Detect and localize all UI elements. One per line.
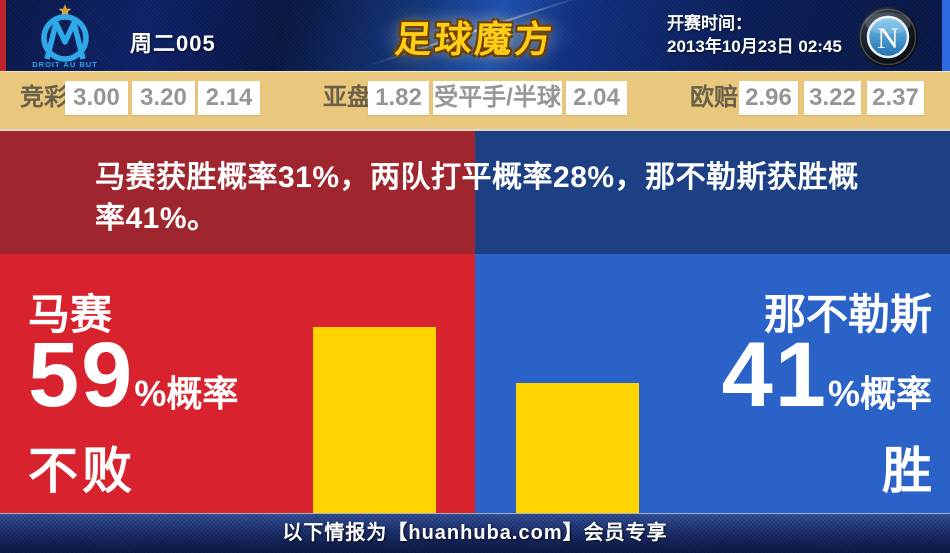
napoli-crest-icon: N <box>858 7 918 67</box>
home-probability: 59 %概率 <box>28 329 238 421</box>
yapan-handicap: 受平手/半球 <box>433 81 562 115</box>
napoli-letter: N <box>877 22 899 55</box>
home-outcome: 不败 <box>28 443 136 499</box>
jingcai-lose-odds: 2.14 <box>198 81 260 115</box>
yapan-away-odds: 2.04 <box>566 81 627 115</box>
home-prob-value: 59 <box>28 324 135 426</box>
oupei-win-odds: 2.96 <box>739 81 798 115</box>
home-team-name: 马赛 <box>28 291 113 338</box>
kickoff-datetime: 2013年10月23日 02:45 <box>667 37 842 56</box>
header-banner: DROIT AU BUT 周二005 足球魔方 开赛时间： 2013年10月23… <box>0 0 950 71</box>
odds-bar: 竞彩 3.00 3.20 2.14 亚盘 1.82 受平手/半球 2.04 欧赔… <box>0 71 950 131</box>
probability-summary-text: 马赛获胜概率31%，两队打平概率28%，那不勒斯获胜概率41%。 <box>95 161 859 235</box>
probability-panel: 马赛获胜概率31%，两队打平概率28%，那不勒斯获胜概率41%。 马赛 59 %… <box>0 131 950 513</box>
oupei-lose-odds: 2.37 <box>867 81 924 115</box>
away-summary-strip <box>475 131 950 254</box>
yapan-home-odds: 1.82 <box>368 81 429 115</box>
yapan-label: 亚盘 <box>323 84 371 111</box>
member-exclusive-note: 以下情报为【huanhuba.com】会员专享 <box>282 522 668 544</box>
marseille-crest-icon: DROIT AU BUT <box>32 4 97 69</box>
jingcai-label: 竞彩 <box>20 84 68 111</box>
away-outcome: 胜 <box>882 443 932 499</box>
away-probability: 41 %概率 <box>722 329 932 421</box>
away-color-edge <box>942 0 950 71</box>
jingcai-win-odds: 3.00 <box>65 81 128 115</box>
site-brand: 足球魔方 <box>330 0 620 71</box>
match-number-label: 周二005 <box>130 31 216 56</box>
home-prob-suffix: %概率 <box>134 373 239 414</box>
footer-banner: 以下情报为【huanhuba.com】会员专享 <box>0 513 950 553</box>
home-prob-bar <box>313 327 436 513</box>
home-summary-strip <box>0 131 475 254</box>
site-brand-logo: 足球魔方 <box>393 18 557 60</box>
away-prob-value: 41 <box>721 324 828 426</box>
marseille-motto: DROIT AU BUT <box>32 60 97 69</box>
home-color-edge <box>0 0 6 71</box>
kickoff-label: 开赛时间： <box>667 14 752 33</box>
away-team-name: 那不勒斯 <box>763 291 932 338</box>
kickoff-time-block: 开赛时间： 2013年10月23日 02:45 <box>667 12 842 58</box>
jingcai-draw-odds: 3.20 <box>132 81 195 115</box>
away-prob-suffix: %概率 <box>827 373 932 414</box>
oupei-label: 欧赔 <box>690 84 738 111</box>
oupei-draw-odds: 3.22 <box>804 81 861 115</box>
away-prob-bar <box>516 383 639 513</box>
